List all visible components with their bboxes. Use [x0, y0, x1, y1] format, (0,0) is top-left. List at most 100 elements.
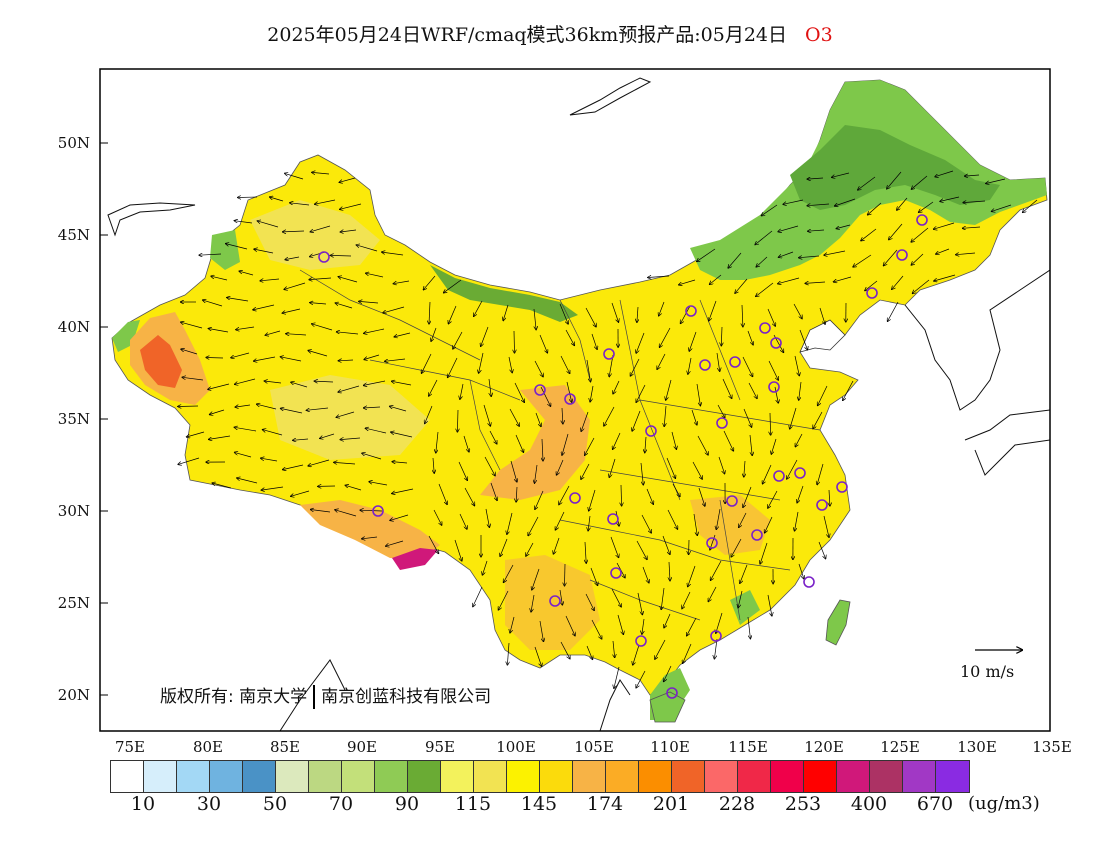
wind-vector — [270, 197, 284, 202]
wind-vector — [364, 407, 381, 408]
wind-vector — [234, 221, 253, 224]
city-marker — [699, 359, 711, 371]
wind-vector — [722, 378, 732, 398]
city-marker — [635, 635, 647, 647]
wind-vector — [936, 248, 950, 254]
wind-vector — [586, 359, 591, 382]
wind-vector — [312, 324, 333, 331]
wind-vector — [209, 435, 231, 439]
colorbar-cell — [705, 761, 738, 792]
y-tick-label: 50N — [57, 134, 90, 152]
wind-vector — [716, 612, 723, 633]
colorbar-cell — [507, 761, 540, 792]
colorbar-label: 70 — [328, 793, 354, 815]
wind-vector — [260, 279, 280, 281]
wind-vector — [562, 407, 563, 424]
wind-vector — [542, 438, 543, 461]
copyright-left: 版权所有: 南京大学 — [160, 687, 308, 707]
wind-vector — [237, 478, 258, 484]
wind-vector — [934, 274, 956, 281]
city-marker — [896, 249, 908, 261]
wind-vector — [790, 407, 797, 429]
city-marker — [318, 251, 330, 263]
wind-scale-label: 10 m/s — [960, 662, 1015, 681]
wind-vector — [385, 358, 406, 361]
wind-vector — [460, 383, 464, 399]
coastline-indochina — [279, 659, 631, 731]
wind-vector — [382, 252, 404, 256]
wind-vector — [448, 357, 458, 377]
wind-vector — [516, 486, 517, 502]
wind-vector — [956, 253, 976, 255]
wind-vector — [231, 352, 250, 358]
wind-vector — [423, 275, 436, 290]
wind-vector — [666, 379, 672, 400]
city-marker — [607, 513, 619, 525]
city-marker — [729, 356, 741, 368]
wind-vector — [390, 514, 409, 520]
wind-vector — [590, 385, 594, 402]
orange-zone-center — [690, 495, 770, 555]
wind-vector — [257, 404, 277, 410]
wind-vector — [636, 332, 645, 353]
wind-vector — [514, 382, 524, 402]
city-marker — [685, 305, 697, 317]
wind-vector — [710, 274, 722, 284]
colorbar-label: 201 — [652, 793, 690, 815]
wind-vector — [484, 456, 495, 476]
wind-vector — [609, 458, 616, 477]
wind-vector — [798, 563, 804, 579]
wind-vector — [824, 250, 846, 255]
wind-vector — [721, 326, 722, 346]
colorbar-cell — [243, 761, 276, 792]
wind-vector — [692, 461, 702, 479]
wind-vector — [291, 490, 310, 496]
wind-vector — [510, 460, 517, 482]
wind-vector — [257, 221, 279, 228]
wind-vector — [362, 453, 382, 460]
city-marker — [710, 630, 722, 642]
wind-vector — [747, 330, 753, 345]
wind-vector — [320, 433, 335, 438]
colorbar-label: 253 — [784, 793, 822, 815]
wind-vector — [963, 227, 981, 228]
x-tick-label: 100E — [496, 738, 536, 756]
colorbar-cell — [573, 761, 606, 792]
wind-vector — [565, 563, 566, 586]
colorbar-cell — [441, 761, 474, 792]
wind-vector — [672, 483, 680, 497]
x-tick-label: 90E — [346, 738, 378, 756]
colorbar-cell — [375, 761, 408, 792]
wind-vector — [539, 334, 547, 353]
wind-vector — [335, 303, 353, 309]
wind-vector — [488, 378, 491, 396]
wind-vector — [799, 381, 802, 400]
x-tick-label: 105E — [574, 738, 614, 756]
wind-vector — [482, 560, 488, 575]
wind-vector — [365, 428, 387, 434]
wind-vector — [234, 427, 257, 432]
green-zone-altay — [210, 230, 240, 270]
orange-zone-tibet — [300, 500, 440, 560]
wind-vector — [911, 175, 928, 189]
x-tick-label: 110E — [650, 738, 690, 756]
wind-vector — [356, 245, 378, 252]
wind-vector — [614, 666, 620, 688]
y-tick-label: 30N — [57, 502, 90, 520]
wind-vector — [716, 352, 720, 371]
city-marker — [610, 567, 622, 579]
colorbar-label: 115 — [454, 793, 492, 815]
wind-vector — [531, 594, 535, 612]
coastline-lake-balkhash — [107, 202, 196, 237]
wind-vector — [912, 279, 930, 293]
wind-vector — [391, 432, 413, 438]
colorbar-label: 10 — [130, 793, 156, 815]
wind-vector — [265, 330, 281, 335]
wind-vector — [284, 282, 306, 289]
wind-vector — [795, 433, 803, 447]
x-tick-label: 85E — [269, 738, 301, 756]
wind-vector — [559, 485, 570, 505]
colorbar-cell — [936, 761, 969, 792]
map-frame — [99, 68, 1051, 732]
